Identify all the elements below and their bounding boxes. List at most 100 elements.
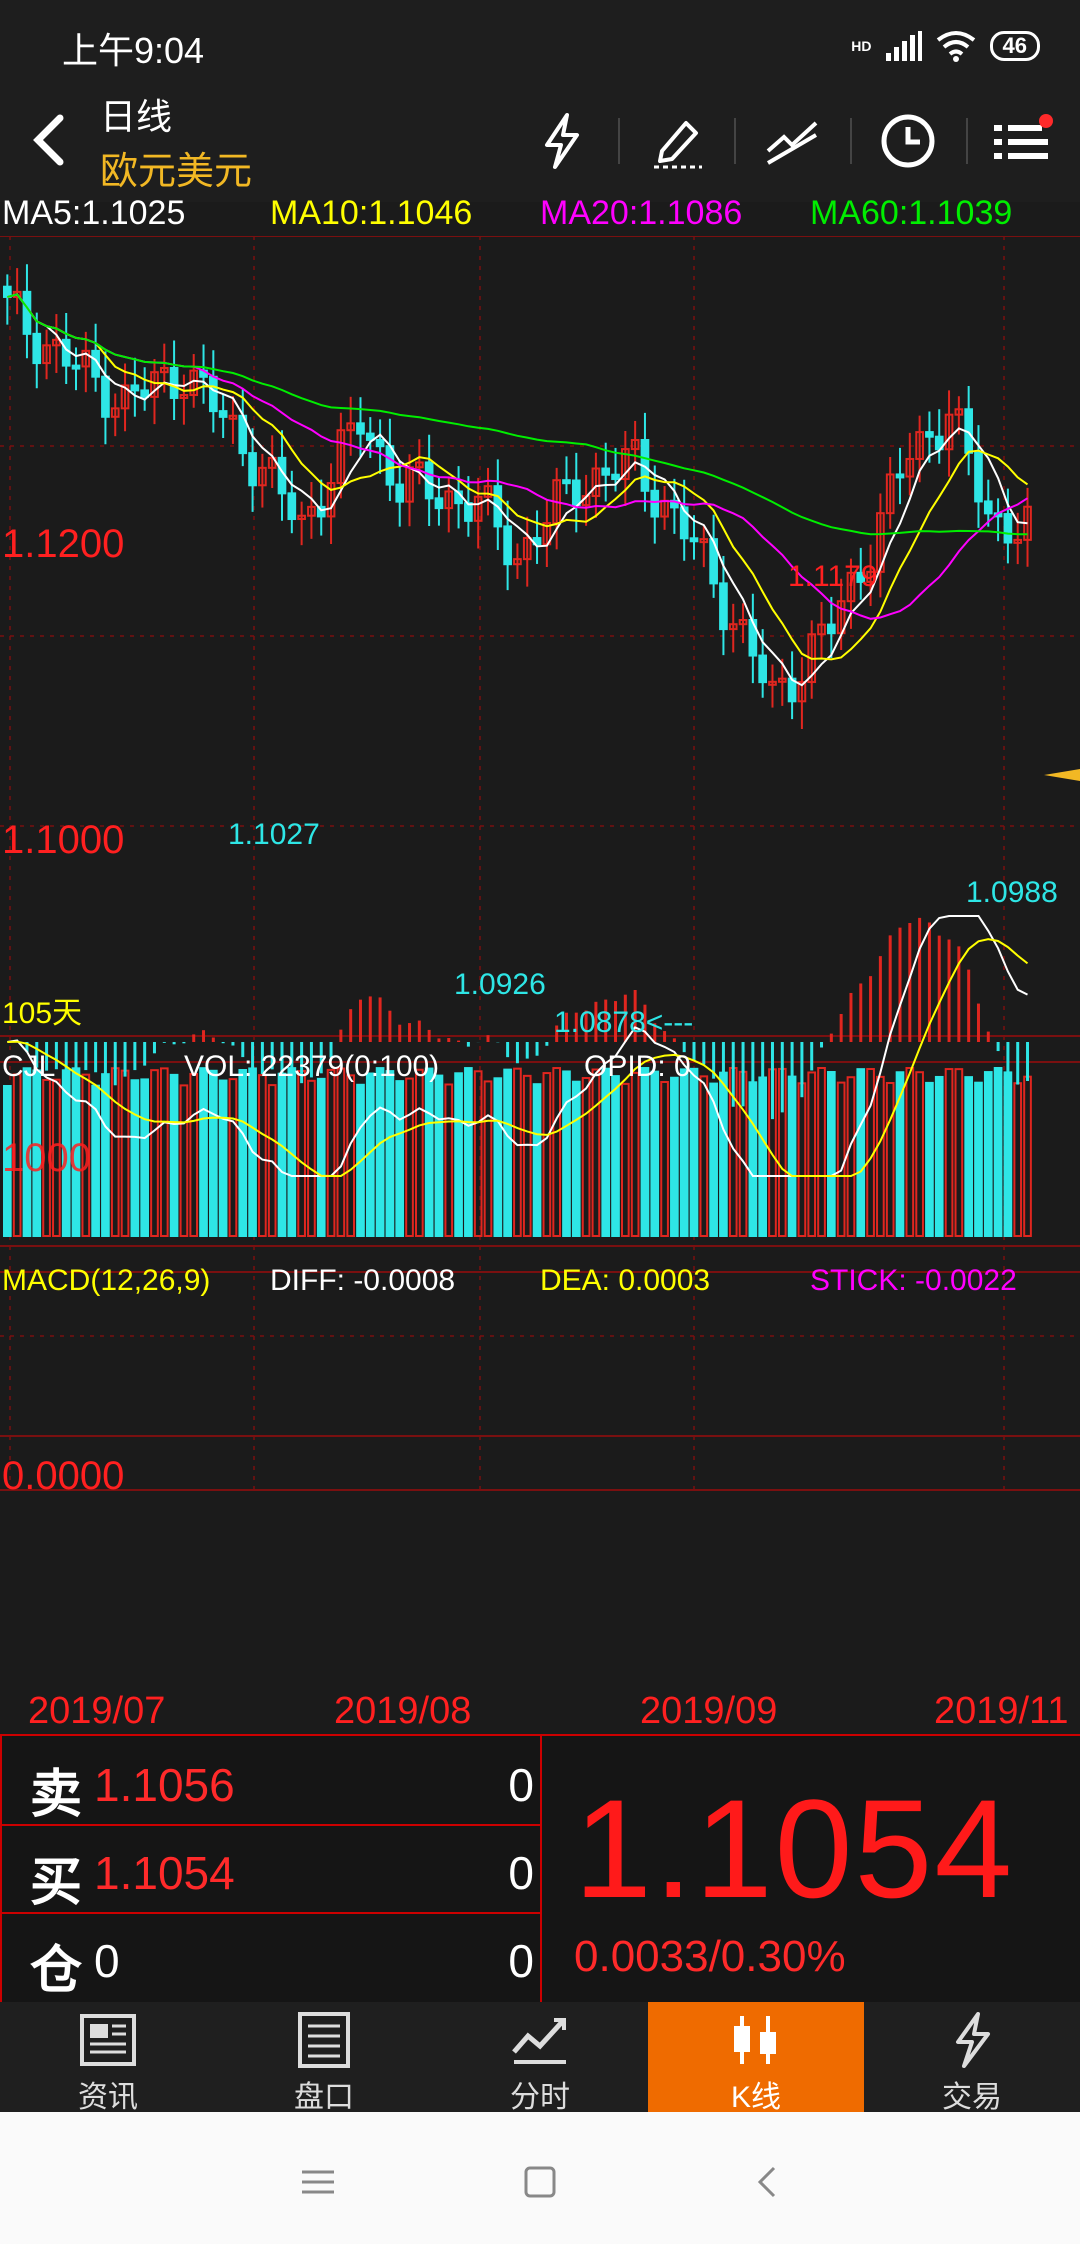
lightning-button[interactable]: [522, 106, 602, 176]
candle-body: [316, 505, 326, 518]
candle-body: [483, 485, 493, 498]
candle-body: [689, 537, 699, 543]
sell-row[interactable]: 卖 1.1056 0: [2, 1736, 540, 1826]
quote-panel: 卖 1.1056 0 买 1.1054 0 仓 0 0 1.1054 0.003…: [0, 1734, 1080, 2004]
price-pointer-icon: [1044, 769, 1080, 781]
candle-body: [876, 512, 885, 573]
ma10-value: MA10:1.1046: [270, 194, 473, 232]
volume-title: CJL: [2, 1050, 56, 1083]
volume-bar: [836, 1081, 846, 1238]
macd-stick: STICK: -0.0022: [810, 1264, 1017, 1297]
candle-body: [395, 483, 405, 503]
candle-body: [621, 448, 630, 481]
volume-bar: [375, 1067, 385, 1237]
volume-bar: [434, 1074, 444, 1237]
volume-bar: [660, 1081, 669, 1237]
volume-bar: [689, 1067, 699, 1237]
volume-bar: [3, 1085, 12, 1237]
position-qty: 0: [508, 1935, 534, 1987]
candle-body: [32, 332, 42, 365]
divider: [734, 118, 736, 164]
system-back-icon[interactable]: [738, 2152, 798, 2212]
candle-body: [738, 618, 748, 626]
candle-body: [159, 366, 169, 374]
candle-body: [611, 473, 620, 481]
candle-body: [797, 681, 807, 703]
volume-bar: [679, 1068, 689, 1238]
status-icons: HD 46: [851, 26, 1040, 66]
candle-body: [169, 366, 179, 399]
volume-bar: [817, 1067, 826, 1238]
period-button[interactable]: [868, 106, 948, 176]
candle-body: [895, 473, 905, 479]
candle-body: [130, 384, 140, 392]
candle-body: [336, 429, 346, 485]
home-icon[interactable]: [510, 2152, 570, 2212]
back-icon[interactable]: [22, 110, 82, 170]
volume-value: VOL: 22379(0:100): [184, 1050, 440, 1083]
volume-bar: [846, 1076, 856, 1238]
volume-bar: [169, 1073, 179, 1237]
volume-bar: [395, 1080, 405, 1238]
candle-body: [110, 407, 120, 418]
macd-sticks: [15, 917, 1030, 1120]
timeshare-icon: [512, 2018, 566, 2064]
candle-body: [650, 489, 660, 518]
tab-trade[interactable]: 交易: [864, 2002, 1080, 2114]
candle-body: [866, 570, 875, 583]
volume-bar: [503, 1068, 512, 1237]
volume-bar: [522, 1074, 532, 1237]
volume-bar: [22, 1067, 32, 1237]
candle-body: [846, 571, 856, 603]
divider: [618, 118, 620, 164]
candle-body: [827, 623, 836, 635]
tab-label: 交易: [942, 2081, 1002, 2114]
candle-body: [591, 467, 601, 498]
volume-bar: [993, 1067, 1003, 1238]
candle-body: [464, 502, 473, 522]
low-annotation: 1.0988: [966, 876, 1058, 909]
buy-qty: 0: [508, 1847, 534, 1899]
candle-body: [925, 431, 934, 438]
menu-button[interactable]: [982, 106, 1062, 176]
volume-bar: [12, 1073, 22, 1237]
tab-kline[interactable]: K线: [648, 2002, 864, 2114]
volume-bar: [856, 1068, 866, 1238]
candle-body: [140, 389, 150, 398]
recent-apps-icon[interactable]: [288, 2152, 348, 2212]
tab-news[interactable]: 资讯: [0, 2002, 216, 2114]
status-time: 上午9:04: [62, 30, 205, 71]
volume-bar: [827, 1071, 836, 1237]
candle-body: [719, 582, 728, 631]
candle-body: [71, 364, 81, 370]
high-annotation: 1.1179: [788, 560, 878, 593]
days-count: 105天: [2, 997, 83, 1030]
volume-bar: [532, 1083, 542, 1237]
tab-timeshare[interactable]: 分时: [432, 2002, 648, 2114]
candle-body: [473, 495, 483, 522]
candle-body: [503, 525, 512, 566]
candle-body: [209, 375, 218, 413]
ma60-value: MA60:1.1039: [810, 194, 1013, 232]
ma20-value: MA20:1.1086: [540, 194, 743, 232]
tab-label: 资讯: [78, 2081, 138, 2114]
tab-orderbook[interactable]: 盘口: [216, 2002, 432, 2114]
candle-body: [365, 432, 375, 441]
draw-button[interactable]: [638, 106, 718, 176]
ma60-line: [7, 293, 1028, 536]
status-bar: [0, 0, 1080, 90]
volume-bar: [199, 1067, 208, 1237]
volume-bar: [640, 1067, 650, 1238]
low-annotation: 1.0926: [454, 968, 546, 1001]
indicator-button[interactable]: [752, 106, 832, 176]
kline-chart[interactable]: [0, 236, 1080, 1734]
candle-body: [777, 677, 787, 683]
volume-bars: [3, 1067, 1032, 1238]
candle-body: [415, 461, 424, 469]
position-row: 仓 0 0: [2, 1912, 540, 2000]
buy-row[interactable]: 买 1.1054 0: [2, 1824, 540, 1914]
ma5-value: MA5:1.1025: [2, 194, 186, 232]
opid-value: OPID: 0: [584, 1050, 691, 1083]
volume-bar: [895, 1071, 905, 1237]
volume-bar: [159, 1067, 169, 1238]
